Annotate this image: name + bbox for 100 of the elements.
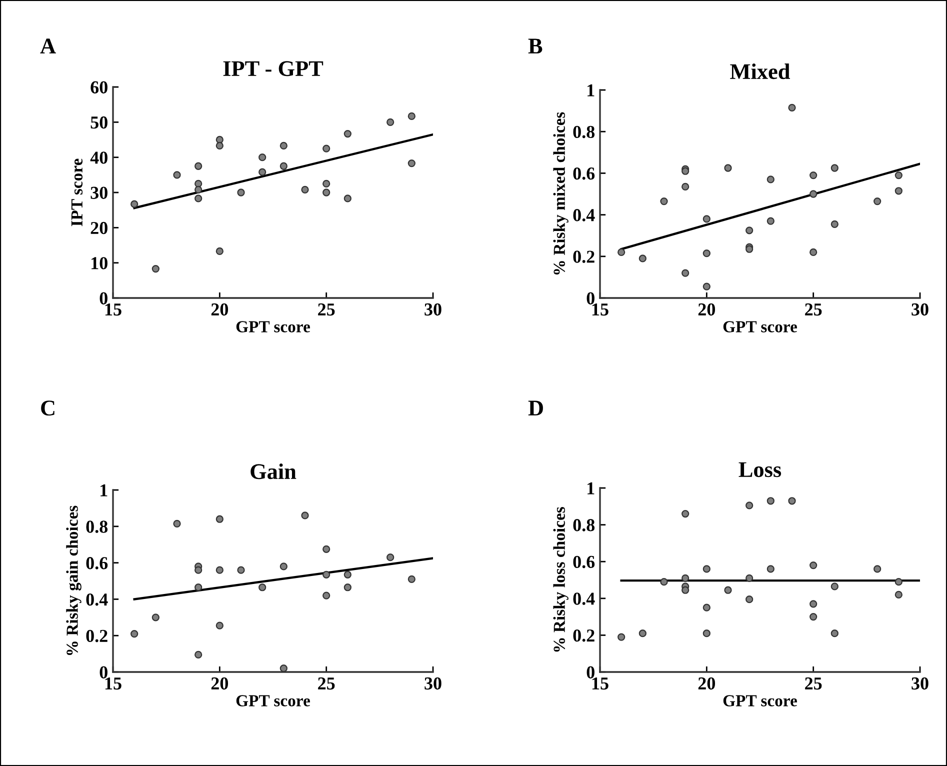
point (344, 130, 352, 138)
x-tick-label: 15 (592, 303, 608, 316)
point (702, 630, 710, 638)
point (830, 630, 838, 638)
y-tick-label: 0.6 (573, 556, 595, 568)
point (408, 575, 416, 583)
point (194, 584, 202, 592)
text: B (528, 38, 542, 54)
y-tick-label: 0.8 (573, 519, 595, 532)
x-axis-title: GPT score (236, 695, 310, 706)
point (874, 565, 882, 573)
x-axis-title: GPT score (236, 321, 310, 332)
point (344, 194, 352, 202)
point (280, 664, 288, 672)
point (386, 118, 394, 126)
y-tick-label: 0.8 (573, 126, 595, 138)
x-tick-label: 25 (805, 677, 822, 690)
x-tick-label: 30 (912, 303, 928, 316)
point (874, 197, 882, 206)
y-tick-label: 0.6 (573, 167, 595, 180)
point (638, 254, 646, 262)
y-axis-title: % Risky gain choices (66, 506, 82, 655)
point (830, 164, 838, 172)
x-axis-title: GPT score (723, 695, 797, 706)
y-tick-label: 0.4 (573, 209, 595, 222)
point (194, 566, 202, 574)
point (618, 633, 626, 641)
y-tick-label: 0.2 (86, 630, 108, 642)
point (766, 565, 774, 573)
chart-title: Mixed (730, 63, 790, 80)
point (216, 566, 224, 574)
point (830, 220, 838, 228)
text: D (528, 400, 543, 416)
chart-title: Loss (738, 462, 782, 478)
point (660, 197, 668, 206)
x-tick-label: 20 (211, 677, 228, 690)
point (301, 186, 309, 194)
point (894, 187, 902, 195)
point (130, 630, 138, 638)
point (216, 515, 224, 523)
point (344, 570, 352, 578)
point (746, 596, 754, 604)
point (810, 561, 818, 570)
point (746, 226, 754, 234)
point (322, 144, 330, 152)
point (322, 545, 330, 553)
y-tick-label: 0 (100, 666, 108, 678)
point (130, 200, 138, 208)
point (746, 502, 754, 510)
y-tick-label: 30 (90, 186, 108, 199)
point (322, 188, 330, 196)
x-tick-label: 25 (318, 677, 335, 690)
point (638, 630, 646, 638)
point (766, 497, 774, 505)
y-tick-label: 10 (92, 257, 108, 270)
point (788, 104, 796, 112)
point (618, 248, 626, 256)
x-tick-label: 30 (424, 677, 442, 690)
x-tick-label: 15 (105, 303, 122, 316)
point (682, 510, 690, 518)
point (682, 586, 690, 594)
point (746, 574, 754, 582)
y-tick-label: 0.6 (86, 557, 108, 570)
x-tick-label: 20 (211, 303, 228, 316)
y-axis-title: % Risky mixed choices (553, 112, 568, 274)
text: A (40, 38, 56, 54)
point (408, 112, 416, 120)
point (322, 570, 330, 578)
x-tick-label: 15 (105, 677, 122, 690)
point (344, 584, 352, 592)
point (810, 190, 818, 198)
point (682, 269, 690, 277)
point (766, 176, 774, 184)
point (173, 171, 181, 179)
point (322, 592, 330, 600)
chart-title: IPT - GPT (223, 61, 324, 76)
point (237, 566, 245, 574)
point (216, 142, 224, 150)
point (682, 182, 690, 191)
y-tick-label: 0 (586, 292, 594, 304)
point (194, 186, 202, 194)
x-tick-label: 20 (698, 677, 716, 690)
point (724, 164, 732, 172)
point (894, 171, 902, 180)
point (216, 622, 224, 630)
y-tick-label: 50 (90, 116, 108, 129)
point (237, 188, 245, 196)
point (702, 215, 710, 223)
point (660, 578, 668, 586)
y-tick-label: 0 (100, 292, 108, 304)
y-tick-label: 1 (100, 484, 108, 496)
x-tick-label: 25 (318, 303, 335, 316)
point (301, 512, 309, 520)
y-tick-label: 20 (90, 222, 108, 234)
y-tick-label: 1 (588, 84, 594, 96)
point (810, 600, 818, 608)
x-tick-label: 30 (912, 677, 928, 690)
x-axis-title: GPT score (723, 321, 797, 332)
point (322, 180, 330, 188)
x-tick-label: 15 (592, 677, 608, 690)
